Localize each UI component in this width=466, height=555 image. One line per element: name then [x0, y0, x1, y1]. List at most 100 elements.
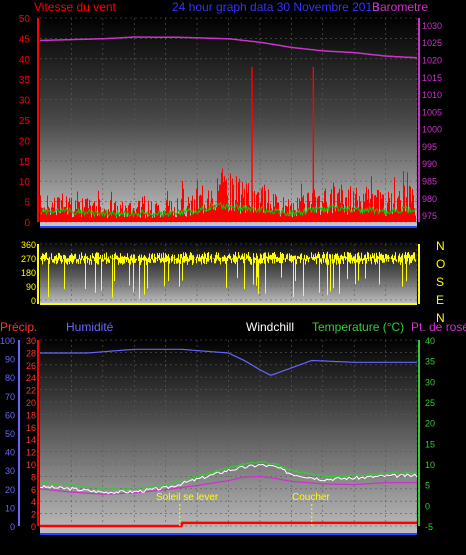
barometer-y-tick-label: 1010: [422, 90, 442, 100]
precip-y-tick-label: 24: [26, 373, 36, 383]
direction-letter-n-bottom: N: [436, 311, 445, 325]
windchill-label: Windchill: [246, 320, 294, 334]
wind-x-tick-label: 22: [380, 230, 392, 241]
windchill-line: [39, 463, 418, 495]
precip-line: [40, 521, 417, 528]
barometer-y-tick-label: 1020: [422, 55, 442, 65]
wind-y-tick-label: 5: [24, 198, 30, 209]
temp-x-tick-label: 04: [97, 540, 109, 551]
direction-letter-n-top: N: [436, 239, 445, 253]
humidity-line: [40, 348, 417, 376]
precip-label: Précip.: [0, 320, 37, 334]
humidity-y-tick-label: 60: [5, 410, 15, 420]
precip-y-tick-label: 18: [26, 410, 36, 420]
wind-gust-line: [40, 202, 416, 219]
wind-panel-background: [40, 16, 417, 228]
temperature-y-tick-label: 15: [425, 439, 435, 449]
humidity-y-tick-label: 90: [5, 355, 15, 365]
temperature-y-tick-label: 30: [425, 377, 435, 387]
humidity-y-tick-label: 0: [10, 522, 15, 532]
wind-x-tick-label: 08: [160, 230, 172, 241]
dewpoint-label: Pt. de rosée: [411, 320, 466, 334]
sunrise-label: Soleil se lever: [156, 492, 219, 503]
direction-y-tick-label: 90: [26, 282, 36, 292]
wind-y-tick-label: 20: [19, 136, 31, 147]
wind-x-tick-label: 06: [129, 230, 141, 241]
wind-y-tick-label: 15: [19, 157, 31, 168]
direction-y-tick-label: 0: [31, 296, 36, 306]
precip-y-tick-label: 30: [26, 336, 36, 346]
precip-y-tick-label: 4: [31, 497, 36, 507]
barometer-y-tick-label: 1005: [422, 107, 442, 117]
barometer-y-tick-label: 975: [422, 211, 437, 221]
precip-y-tick-label: 26: [26, 361, 36, 371]
humidity-y-tick-label: 10: [5, 503, 15, 513]
temp-x-tick-label: 16: [286, 540, 298, 551]
wind-direction-series: [40, 251, 416, 300]
wind-x-tick-label: 10: [192, 230, 204, 241]
temperature-y-tick-label: 5: [425, 481, 430, 491]
wind-y-tick-label: 45: [19, 34, 31, 45]
temp-x-tick-label: 20: [349, 540, 361, 551]
barometer-y-tick-label: 995: [422, 142, 437, 152]
wind-x-tick-label: 20: [349, 230, 361, 241]
precip-y-tick-label: 6: [31, 485, 36, 495]
wind-y-tick-label: 30: [19, 96, 31, 107]
direction-letter-o: O: [436, 257, 445, 271]
wind-y-tick-label: 35: [19, 75, 31, 86]
precip-y-tick-label: 16: [26, 423, 36, 433]
precip-y-tick-label: 12: [26, 448, 36, 458]
temp-x-tick-label: 22: [380, 540, 392, 551]
humidity-y-tick-label: 20: [5, 485, 15, 495]
precip-y-tick-label: 2: [31, 510, 36, 520]
temp-x-tick-label: 00: [411, 540, 423, 551]
precip-y-tick-label: 22: [26, 386, 36, 396]
wind-y-tick-label: 0: [24, 218, 30, 229]
temperature-y-tick-label: 25: [425, 398, 435, 408]
wind-x-tick-label: 16: [286, 230, 298, 241]
wind-gust-series: [40, 202, 416, 219]
temperature-y-tick-label: 20: [425, 419, 435, 429]
precip-y-tick-label: 14: [26, 435, 36, 445]
dewpoint-line: [39, 475, 417, 495]
sunset-label: Coucher: [292, 492, 330, 503]
temperature-line: [39, 460, 418, 491]
humidity-y-tick-label: 100: [0, 336, 15, 346]
wind-x-tick-label: 04: [97, 230, 109, 241]
temp-x-tick-label: 10: [192, 540, 204, 551]
temperature-y-tick-label: 10: [425, 460, 435, 470]
precip-y-tick-label: 0: [31, 522, 36, 532]
wind-x-tick-label: 02: [66, 230, 78, 241]
temperature-y-tick-label: 0: [425, 501, 430, 511]
humidity-y-tick-label: 80: [5, 373, 15, 383]
humidity-y-tick-label: 30: [5, 466, 15, 476]
wind-x-tick-label: 00: [411, 230, 423, 241]
direction-y-tick-label: 360: [21, 240, 36, 250]
barometer-y-tick-label: 1030: [422, 21, 442, 31]
humidity-y-tick-label: 40: [5, 448, 15, 458]
wind-x-tick-label: 12: [223, 230, 235, 241]
barometer-y-tick-label: 1015: [422, 73, 442, 83]
temp-x-tick-label: 18: [317, 540, 329, 551]
wind-speed-label: Vitesse du vent: [34, 0, 116, 14]
barometer-y-tick-label: 980: [422, 194, 437, 204]
chart-title: 24 hour graph data 30 Novembre 2013: [172, 0, 379, 14]
barometer-y-tick-label: 990: [422, 159, 437, 169]
temp-x-tick-label: 02: [66, 540, 78, 551]
barometer-y-tick-label: 1000: [422, 125, 442, 135]
temp-x-tick-label: 08: [160, 540, 172, 551]
temperature-label: Temperature (°C): [312, 320, 404, 334]
humidity-y-tick-label: 70: [5, 392, 15, 402]
wind-y-tick-label: 25: [19, 116, 31, 127]
precip-y-tick-label: 28: [26, 348, 36, 358]
direction-letter-s: S: [436, 275, 444, 289]
direction-y-tick-label: 270: [21, 254, 36, 264]
wind-x-tick-label: 18: [317, 230, 329, 241]
temperature-y-tick-label: 40: [425, 336, 435, 346]
wind-x-tick-label: 14: [254, 230, 266, 241]
wind-y-tick-label: 40: [19, 55, 31, 66]
precip-y-tick-label: 20: [26, 398, 36, 408]
barometer-y-tick-label: 985: [422, 177, 437, 187]
temp-x-tick-label: 06: [129, 540, 141, 551]
